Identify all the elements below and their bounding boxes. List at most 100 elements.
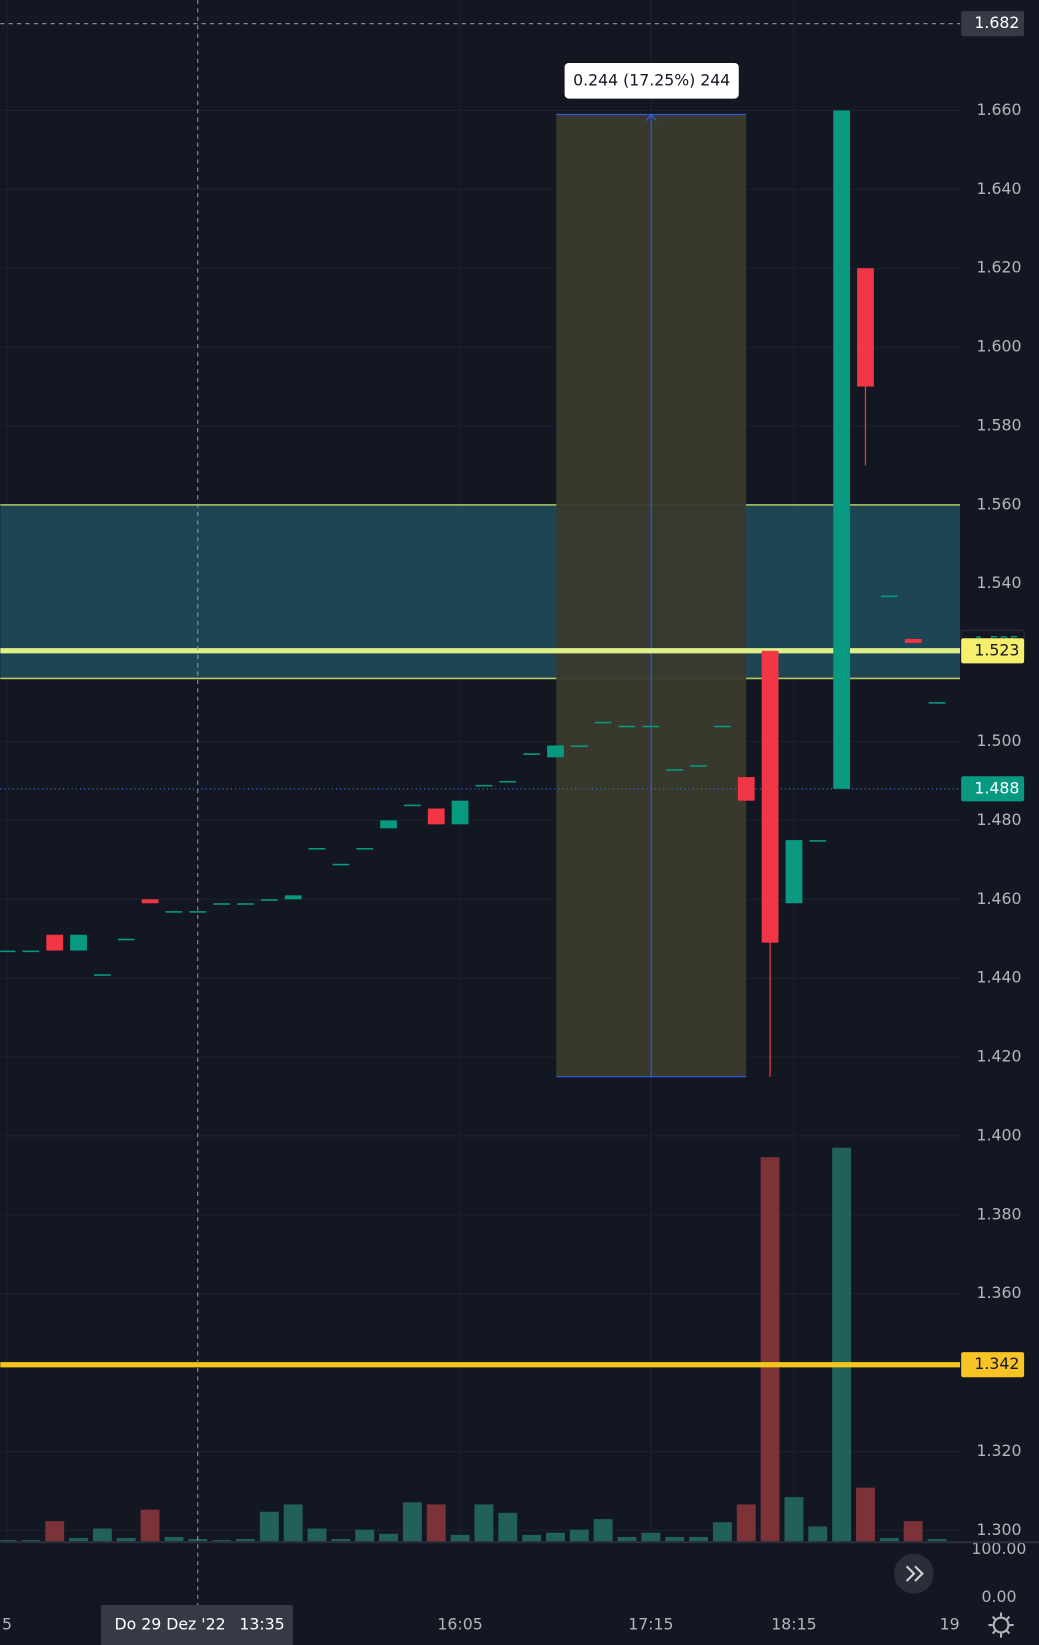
candle-body: [570, 745, 588, 748]
candle-body: [833, 110, 851, 789]
volume-bar: [879, 1537, 899, 1543]
volume-bar: [426, 1504, 446, 1543]
y-tick-label: 1.420: [976, 1047, 1021, 1066]
y-tick-label: 1.380: [976, 1204, 1021, 1223]
x-tick-label: 19: [940, 1615, 960, 1634]
volume-bar: [379, 1533, 398, 1543]
volume-bar: [522, 1534, 542, 1543]
volume-bar: [402, 1502, 422, 1543]
volume-bar: [69, 1537, 88, 1543]
candle-body: [165, 911, 183, 913]
scroll-icon: [905, 1565, 924, 1582]
price-label-bg: [961, 776, 1025, 802]
y-tick-label: 1.400: [976, 1125, 1021, 1144]
volume-bar: [92, 1528, 112, 1543]
price-label: 1.342: [974, 1354, 1019, 1373]
pane2-tick-label: 100.00: [971, 1539, 1026, 1558]
candle-body: [904, 638, 922, 643]
volume-bar: [164, 1536, 184, 1543]
price-axis: 1.300 1.320 1.360 1.380 1.400 1.420 1.440 1.460…: [960, 11, 1026, 1606]
x-tick-label: 16:05: [437, 1615, 482, 1634]
price-label: 1.488: [974, 778, 1019, 797]
crosshair-time-bg: [100, 1605, 293, 1645]
volume-bar: [760, 1157, 780, 1543]
y-tick-label: 1.360: [976, 1283, 1021, 1302]
candle-body: [857, 268, 874, 387]
y-tick-label: 1.300: [976, 1520, 1021, 1539]
volume-bar: [331, 1539, 351, 1543]
y-tick-label: 1.660: [976, 100, 1021, 119]
candle-body: [141, 899, 159, 904]
crosshair-date: Do 29 Dez '22: [115, 1615, 226, 1634]
candle-body: [475, 784, 493, 787]
volume-bar: [593, 1519, 613, 1543]
y-tick-label: 1.320: [976, 1441, 1021, 1460]
volume-bar: [832, 1147, 852, 1543]
y-tick-label: 1.480: [976, 810, 1021, 829]
settings-icon[interactable]: [992, 1616, 1010, 1634]
volume-bar: [474, 1504, 494, 1543]
candle-body: [70, 934, 87, 951]
crosshair-time: 13:35: [239, 1615, 284, 1634]
candle-body: [880, 595, 898, 598]
volume-bar: [903, 1521, 923, 1543]
candle-body: [785, 840, 803, 904]
candle-body: [260, 899, 278, 901]
candle-body: [308, 848, 326, 850]
candle-body: [117, 938, 135, 941]
volume-bar: [116, 1537, 136, 1543]
scroll-button[interactable]: [894, 1553, 934, 1594]
settings-icon-rays: [988, 1612, 1014, 1638]
x-tick-label: 5: [2, 1615, 12, 1634]
y-tick-label: 1.500: [976, 731, 1021, 750]
candle-body: [189, 911, 207, 913]
volume-bar: [140, 1509, 160, 1543]
candle-body: [451, 800, 469, 825]
candle-body: [809, 840, 827, 842]
candle-body: [690, 765, 707, 767]
candle-body: [404, 804, 421, 807]
crosshair-price: 1.682: [974, 13, 1019, 32]
candle-body: [213, 903, 231, 905]
candle-body: [737, 777, 755, 801]
volume-bar: [259, 1511, 279, 1543]
volume-bar: [665, 1536, 685, 1543]
volume-bar: [617, 1536, 637, 1543]
volume-bar: [641, 1532, 661, 1543]
measure-label-bg: [564, 62, 739, 99]
price-label-bg: [961, 1352, 1025, 1378]
y-tick-label: 1.440: [976, 968, 1021, 987]
y-tick-label: 1.640: [976, 179, 1021, 198]
measure-label: 0.244 (17.25%) 244: [573, 70, 730, 89]
crosshair-price-bg: [961, 11, 1025, 37]
volume-bar: [569, 1529, 589, 1543]
candle-body: [332, 863, 350, 866]
volume-bar: [927, 1539, 947, 1543]
candle-body: [928, 702, 946, 704]
volume-bar: [736, 1504, 756, 1543]
volume-bar: [689, 1536, 708, 1543]
price-label-bg: [961, 638, 1025, 664]
y-tick-label: 1.560: [976, 494, 1021, 513]
volume-bar: [307, 1528, 327, 1543]
settings-button[interactable]: [988, 1612, 1014, 1638]
candle-body: [761, 650, 779, 943]
candle-body: [380, 820, 397, 829]
y-tick-label: 1.620: [976, 258, 1021, 277]
volume-bar: [188, 1539, 208, 1543]
volume-bar: [808, 1526, 828, 1543]
candle-body: [22, 950, 40, 953]
candle-body: [618, 725, 636, 728]
volume-bar: [236, 1539, 255, 1543]
candle-body: [499, 780, 517, 783]
x-tick-label: 18:15: [771, 1615, 816, 1634]
candle-body: [46, 934, 64, 951]
measure-arrow: [645, 113, 657, 122]
y-tick-label: 1.580: [976, 415, 1021, 434]
y-tick-label: 1.540: [976, 573, 1021, 592]
candle-body: [547, 745, 564, 758]
candle-body: [237, 903, 254, 905]
